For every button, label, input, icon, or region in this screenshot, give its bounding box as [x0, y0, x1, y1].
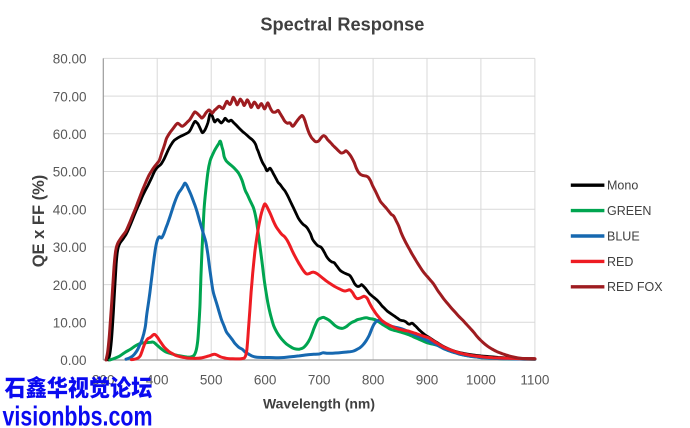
svg-text:RED: RED: [607, 255, 633, 269]
svg-text:40.00: 40.00: [53, 202, 87, 217]
svg-text:30.00: 30.00: [53, 240, 87, 255]
svg-text:700: 700: [308, 373, 331, 388]
svg-text:QE x FF (%): QE x FF (%): [30, 175, 48, 268]
svg-text:0.00: 0.00: [60, 353, 86, 368]
svg-text:GREEN: GREEN: [607, 204, 651, 218]
svg-text:70.00: 70.00: [53, 89, 87, 104]
svg-text:1100: 1100: [520, 373, 549, 388]
svg-text:10.00: 10.00: [53, 316, 87, 331]
svg-text:800: 800: [362, 373, 385, 388]
svg-text:visionbbs.com: visionbbs.com: [3, 401, 153, 428]
svg-text:400: 400: [146, 373, 169, 388]
svg-text:50.00: 50.00: [53, 165, 87, 180]
svg-text:20.00: 20.00: [53, 278, 87, 293]
svg-text:80.00: 80.00: [53, 52, 87, 67]
svg-text:Wavelength (nm): Wavelength (nm): [263, 396, 375, 411]
svg-text:60.00: 60.00: [53, 127, 87, 142]
svg-text:1000: 1000: [466, 373, 496, 388]
svg-text:500: 500: [200, 373, 223, 388]
svg-text:RED FOX: RED FOX: [607, 280, 663, 294]
svg-text:BLUE: BLUE: [607, 229, 640, 243]
svg-text:900: 900: [416, 373, 439, 388]
svg-text:Mono: Mono: [607, 179, 638, 193]
svg-text:Spectral Response: Spectral Response: [260, 13, 424, 34]
svg-text:600: 600: [254, 373, 277, 388]
